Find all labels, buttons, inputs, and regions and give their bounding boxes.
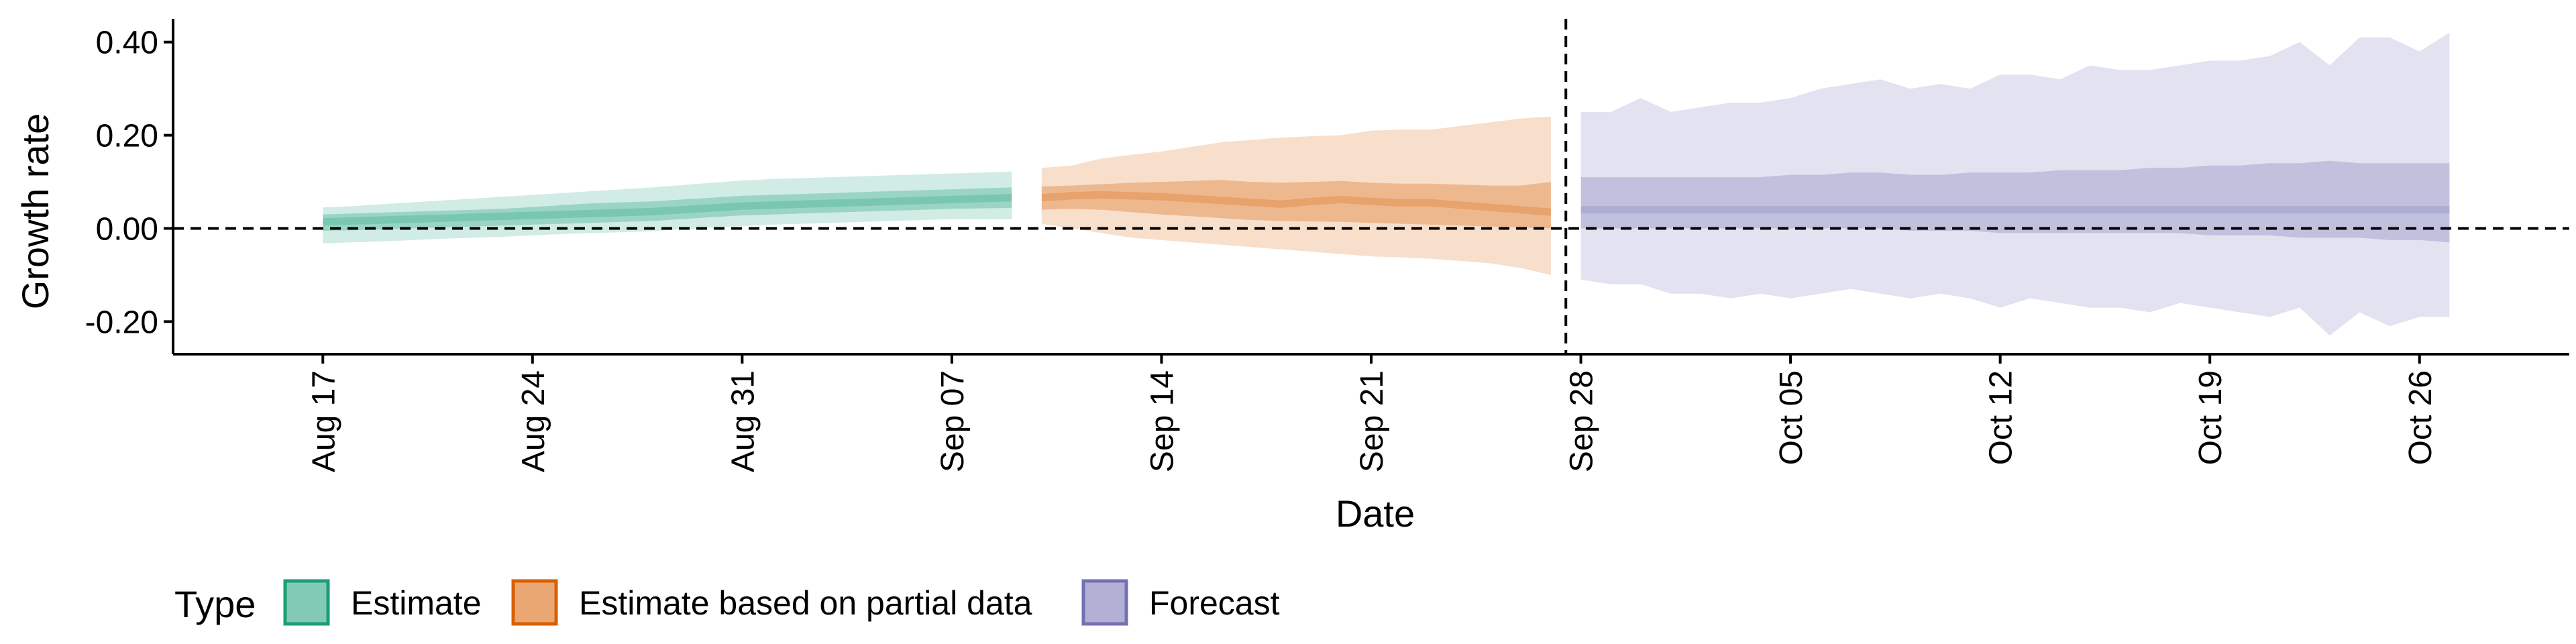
- x-tick-label: Sep 28: [1564, 370, 1600, 472]
- x-tick-label: Aug 31: [725, 370, 761, 472]
- x-tick-label: Sep 21: [1354, 370, 1390, 472]
- band-layer: [323, 32, 2450, 336]
- legend-items: Estimate Estimate based on partial data Fo…: [283, 579, 1280, 626]
- series-1-band-50: [1041, 180, 1551, 229]
- legend-swatch-1: [511, 579, 558, 626]
- y-tick-label: -0.20: [85, 305, 158, 340]
- x-axis-title: Date: [1336, 492, 1415, 535]
- legend-title: Type: [174, 583, 256, 625]
- y-tick-label: 0.20: [96, 119, 158, 154]
- legend-swatch-0: [283, 579, 330, 626]
- series-0-band-50: [323, 187, 1012, 231]
- legend-label-1: Estimate based on partial data: [579, 584, 1032, 622]
- series-2-median-band: [1580, 206, 2450, 214]
- x-tick-label: Oct 05: [1774, 370, 1809, 465]
- axes-layer: 0.40 0.20 0.00 -0.20 Aug 17 Aug 24 Aug 31 Sep 0…: [85, 19, 2569, 472]
- y-tick-label: 0.00: [96, 212, 158, 248]
- legend-label-2: Forecast: [1149, 584, 1280, 622]
- series-1-band-90: [1041, 116, 1551, 275]
- legend: Type Estimate Estimate based on partial d…: [174, 579, 1280, 626]
- x-tick-label: Aug 17: [306, 370, 341, 472]
- series-2-band-50: [1580, 160, 2450, 243]
- x-tick-label: Aug 24: [516, 370, 551, 472]
- x-tick-label: Sep 07: [935, 370, 971, 472]
- y-tick-label: 0.40: [96, 25, 158, 61]
- legend-swatch-2: [1081, 579, 1128, 626]
- x-tick-label: Sep 14: [1144, 370, 1180, 472]
- x-tick-label: Oct 12: [1984, 370, 2019, 465]
- series-0-band-90: [323, 171, 1012, 244]
- series-1-median-band: [1041, 191, 1551, 216]
- y-axis-title: Growth rate: [14, 113, 56, 310]
- x-tick-label: Oct 19: [2193, 370, 2229, 465]
- series-2-band-90: [1580, 32, 2450, 336]
- x-tick-label: Oct 26: [2403, 370, 2438, 465]
- series-0-median-band: [323, 194, 1012, 226]
- reference-line-layer: [173, 19, 2569, 354]
- legend-label-0: Estimate: [351, 584, 482, 622]
